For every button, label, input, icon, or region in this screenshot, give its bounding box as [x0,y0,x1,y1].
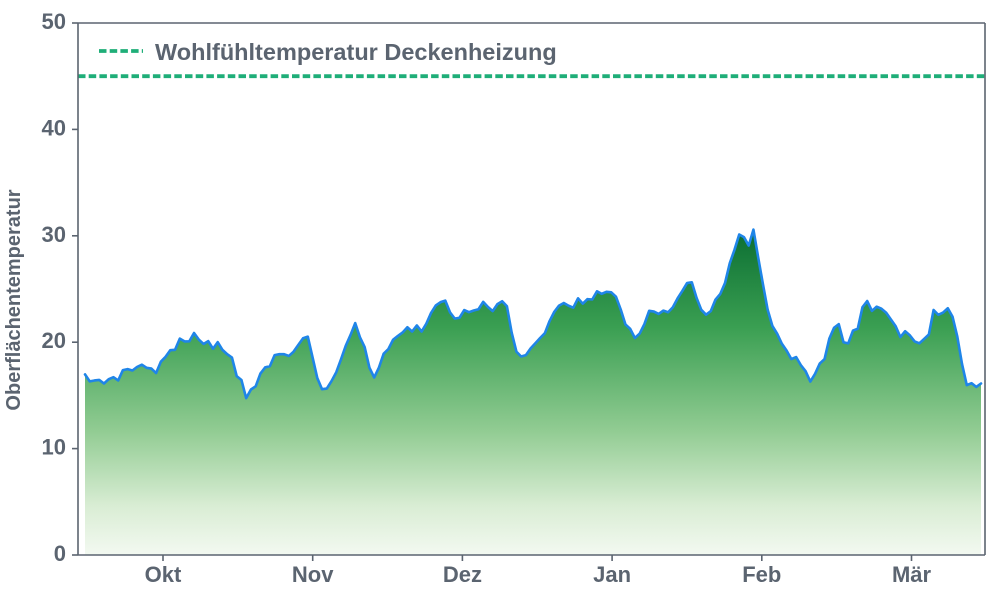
svg-text:Dez: Dez [443,562,482,587]
svg-text:10: 10 [42,435,66,460]
svg-text:Mär: Mär [892,562,932,587]
svg-text:Oberflächentemperatur: Oberflächentemperatur [3,189,25,410]
svg-text:Wohlfühltemperatur Deckenheizu: Wohlfühltemperatur Deckenheizung [155,39,557,65]
svg-text:Jan: Jan [593,562,631,587]
svg-text:30: 30 [42,222,66,247]
svg-text:20: 20 [42,328,66,353]
svg-text:50: 50 [42,9,66,34]
svg-text:Nov: Nov [292,562,334,587]
svg-text:Feb: Feb [742,562,781,587]
svg-text:40: 40 [42,115,66,140]
svg-text:0: 0 [54,541,66,566]
svg-text:Okt: Okt [145,562,182,587]
